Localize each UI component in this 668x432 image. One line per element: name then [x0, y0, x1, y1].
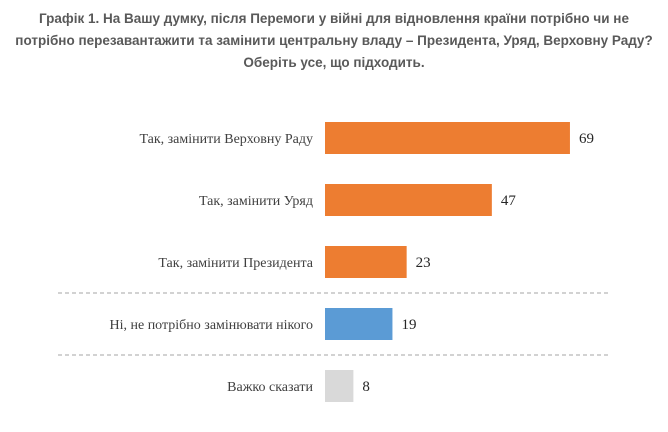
category-label-5: Важко сказати: [227, 380, 313, 395]
value-label-4: 19: [401, 317, 416, 333]
bar-4: [325, 308, 393, 340]
value-label-1: 69: [579, 131, 594, 147]
bar-3: [325, 246, 407, 278]
category-label-3: Так, замінити Президента: [158, 256, 313, 271]
value-label-2: 47: [501, 193, 516, 209]
chart-title: Графік 1. На Вашу думку, після Перемоги …: [15, 11, 653, 70]
category-label-2: Так, замінити Уряд: [199, 194, 313, 209]
bar-5: [325, 370, 354, 402]
category-label-1: Так, замінити Верховну Раду: [139, 132, 313, 147]
bar-1: [325, 122, 570, 154]
bar-2: [325, 184, 492, 216]
value-label-5: 8: [362, 379, 370, 395]
value-label-3: 23: [416, 255, 431, 271]
category-label-4: Ні, не потрібно замінювати нікого: [109, 318, 313, 333]
